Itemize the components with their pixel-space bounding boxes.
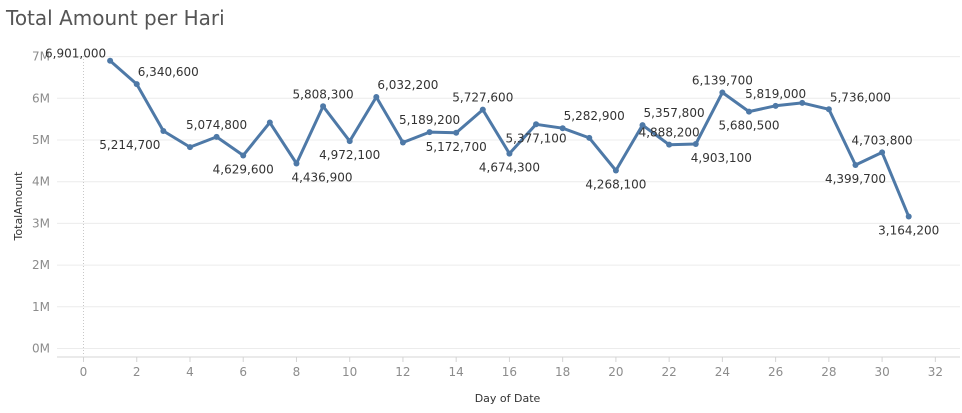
series-line-group	[107, 57, 912, 220]
data-point[interactable]	[373, 93, 380, 100]
x-axis-ticks: 0 2 4 6 8 10 12 14 16 18 20 22 24 26 28 30 32	[80, 357, 943, 379]
data-label: 5,736,000	[830, 90, 891, 104]
x-tick-label: 20	[608, 365, 623, 379]
data-point[interactable]	[533, 121, 540, 128]
data-label: 4,903,100	[691, 151, 752, 165]
data-point[interactable]	[399, 139, 406, 146]
data-point[interactable]	[240, 152, 247, 159]
data-label: 4,972,100	[319, 148, 380, 162]
data-labels: 6,901,000 6,340,600 5,214,700 5,074,800 4,62…	[45, 47, 939, 238]
data-point[interactable]	[666, 141, 673, 148]
y-tick-label: 4M	[32, 175, 50, 189]
data-label: 5,377,100	[506, 131, 567, 145]
data-label: 4,629,600	[213, 162, 274, 176]
data-label: 5,808,300	[293, 87, 354, 101]
data-point[interactable]	[719, 89, 726, 96]
y-tick-label: 1M	[32, 300, 50, 314]
x-tick-label: 30	[874, 365, 889, 379]
data-point[interactable]	[852, 162, 859, 169]
x-tick-label: 10	[342, 365, 357, 379]
data-label: 3,164,200	[878, 224, 939, 238]
data-point[interactable]	[639, 122, 646, 129]
y-axis-ticks: 0M 1M 2M 3M 4M 5M 6M 7M	[32, 50, 50, 356]
x-tick-label: 6	[239, 365, 247, 379]
data-label: 6,032,200	[377, 78, 438, 92]
data-label: 5,282,900	[564, 109, 625, 123]
data-point[interactable]	[559, 125, 566, 132]
data-point[interactable]	[746, 108, 752, 115]
data-point[interactable]	[133, 81, 140, 88]
x-tick-label: 12	[395, 365, 410, 379]
data-label: 4,436,900	[291, 170, 352, 184]
data-point[interactable]	[426, 129, 433, 136]
data-point[interactable]	[107, 57, 114, 64]
chart-title: Total Amount per Hari	[6, 6, 225, 30]
data-point[interactable]	[825, 106, 832, 113]
data-point[interactable]	[799, 99, 806, 106]
data-point[interactable]	[320, 103, 327, 110]
x-tick-label: 2	[133, 365, 141, 379]
data-point[interactable]	[772, 102, 779, 109]
data-label: 4,399,700	[825, 172, 886, 186]
data-point[interactable]	[879, 149, 886, 156]
y-tick-label: 6M	[32, 91, 50, 105]
data-point[interactable]	[346, 138, 353, 145]
x-tick-label: 18	[555, 365, 570, 379]
data-label: 4,268,100	[585, 178, 646, 192]
data-label: 5,074,800	[186, 118, 247, 132]
data-label: 6,901,000	[45, 47, 106, 61]
data-point[interactable]	[293, 160, 300, 167]
y-tick-label: 3M	[32, 216, 50, 230]
data-point[interactable]	[160, 128, 167, 135]
data-point[interactable]	[213, 133, 220, 140]
data-point[interactable]	[266, 119, 273, 126]
data-point[interactable]	[905, 213, 912, 220]
data-point[interactable]	[506, 150, 513, 157]
data-point[interactable]	[479, 106, 486, 113]
x-tick-label: 4	[186, 365, 194, 379]
data-label: 5,189,200	[399, 113, 460, 127]
y-tick-label: 7M	[32, 50, 50, 64]
y-tick-label: 2M	[32, 258, 50, 272]
data-label: 5,357,800	[644, 106, 705, 120]
data-label: 5,727,600	[452, 91, 513, 105]
data-label: 5,819,000	[745, 87, 806, 101]
x-tick-label: 16	[502, 365, 517, 379]
x-tick-label: 24	[715, 365, 730, 379]
y-axis-title: TotalAmount	[12, 171, 25, 242]
data-point[interactable]	[453, 129, 460, 136]
y-tick-label: 0M	[32, 342, 50, 356]
x-tick-label: 32	[928, 365, 943, 379]
data-point[interactable]	[612, 167, 619, 174]
data-label: 5,680,500	[718, 119, 779, 133]
data-point[interactable]	[692, 141, 699, 148]
data-label: 5,214,700	[99, 138, 160, 152]
x-tick-label: 8	[293, 365, 301, 379]
x-tick-label: 26	[768, 365, 783, 379]
data-label: 6,340,600	[138, 65, 199, 79]
data-label: 4,703,800	[852, 133, 913, 147]
data-label: 6,139,700	[692, 73, 753, 87]
x-tick-label: 22	[661, 365, 676, 379]
data-point[interactable]	[186, 144, 193, 151]
x-tick-label: 0	[80, 365, 88, 379]
x-axis-title: Day of Date	[475, 392, 541, 405]
data-label: 5,172,700	[426, 140, 487, 154]
data-label: 4,674,300	[479, 161, 540, 175]
gridlines	[57, 56, 960, 349]
x-tick-label: 14	[449, 365, 464, 379]
data-label: 4,888,200	[639, 126, 700, 140]
x-tick-label: 28	[821, 365, 836, 379]
y-tick-label: 5M	[32, 133, 50, 147]
data-point[interactable]	[586, 134, 593, 141]
